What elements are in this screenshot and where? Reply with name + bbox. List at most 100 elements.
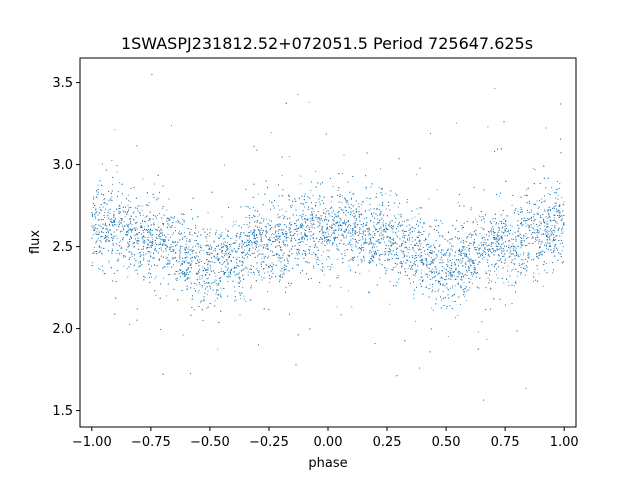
data-point <box>561 219 563 221</box>
data-point <box>415 320 417 322</box>
data-point <box>335 225 337 227</box>
data-point <box>283 273 285 275</box>
data-point <box>533 223 534 225</box>
data-point <box>385 245 387 246</box>
data-point <box>95 232 97 234</box>
data-point <box>389 194 391 196</box>
data-point <box>360 248 362 250</box>
data-point <box>272 233 274 235</box>
data-point <box>376 223 378 225</box>
data-point <box>243 295 245 297</box>
data-point <box>507 231 509 233</box>
data-point <box>159 235 161 237</box>
data-point <box>445 272 447 274</box>
data-point <box>496 237 497 239</box>
data-point <box>350 210 352 212</box>
data-point <box>445 276 447 278</box>
data-point <box>115 242 117 244</box>
data-point <box>227 257 229 259</box>
data-point <box>515 280 517 282</box>
data-point <box>270 266 272 268</box>
data-point <box>323 238 325 240</box>
data-point <box>408 219 410 221</box>
data-point <box>186 262 188 264</box>
data-point <box>263 256 265 258</box>
data-point <box>515 247 517 249</box>
data-point <box>102 206 104 208</box>
data-point <box>302 219 304 220</box>
data-point <box>159 259 160 261</box>
data-point <box>166 263 168 265</box>
data-point <box>93 196 94 198</box>
data-point <box>479 233 481 235</box>
data-point <box>434 260 436 262</box>
data-point <box>125 249 127 251</box>
data-point <box>222 253 224 254</box>
data-point <box>258 249 260 251</box>
data-point <box>430 262 432 264</box>
data-point <box>171 217 173 219</box>
data-point <box>386 268 388 270</box>
data-point <box>547 237 549 238</box>
data-point <box>354 227 356 229</box>
data-point <box>441 259 443 261</box>
data-point <box>385 208 387 210</box>
data-point <box>206 240 208 242</box>
data-point <box>126 231 128 233</box>
data-point <box>188 246 190 248</box>
data-point <box>341 233 343 235</box>
data-point <box>219 262 221 264</box>
data-point <box>421 272 422 274</box>
data-point <box>510 250 512 252</box>
data-point <box>330 226 332 228</box>
data-point <box>442 236 444 238</box>
data-point <box>379 277 381 279</box>
data-point <box>512 233 514 235</box>
data-point <box>523 220 525 222</box>
data-point <box>549 245 551 247</box>
data-point <box>454 228 456 230</box>
data-point <box>199 284 201 286</box>
data-point <box>95 208 97 210</box>
data-point <box>430 260 432 262</box>
data-point <box>134 245 136 247</box>
data-point <box>310 190 312 192</box>
data-point <box>561 217 563 219</box>
data-point <box>214 300 216 302</box>
data-point <box>227 269 229 271</box>
data-point <box>358 217 360 219</box>
data-point <box>175 273 177 275</box>
data-point <box>551 240 553 242</box>
data-point <box>380 168 382 170</box>
data-point <box>161 230 163 232</box>
data-point <box>500 235 502 237</box>
data-point <box>131 255 133 257</box>
data-point <box>135 227 137 229</box>
data-point <box>524 274 526 276</box>
data-point <box>171 124 172 126</box>
data-point <box>186 252 188 254</box>
data-point <box>124 216 126 218</box>
data-point <box>223 242 225 244</box>
data-point <box>545 263 547 264</box>
data-point <box>427 254 428 255</box>
data-point <box>333 231 335 233</box>
data-point <box>511 238 513 240</box>
data-point <box>409 249 411 251</box>
data-point <box>363 255 364 257</box>
data-point <box>354 217 356 219</box>
data-point <box>243 244 244 245</box>
data-point <box>301 227 303 229</box>
data-point <box>224 266 226 268</box>
data-point <box>375 251 377 253</box>
data-point <box>372 231 374 233</box>
data-point <box>388 250 390 252</box>
data-point <box>362 233 364 235</box>
data-point <box>278 223 280 225</box>
data-point <box>520 236 521 238</box>
data-point <box>277 230 279 232</box>
data-point <box>261 257 263 259</box>
data-point <box>407 252 409 254</box>
data-point <box>227 262 229 264</box>
data-point <box>112 183 113 185</box>
